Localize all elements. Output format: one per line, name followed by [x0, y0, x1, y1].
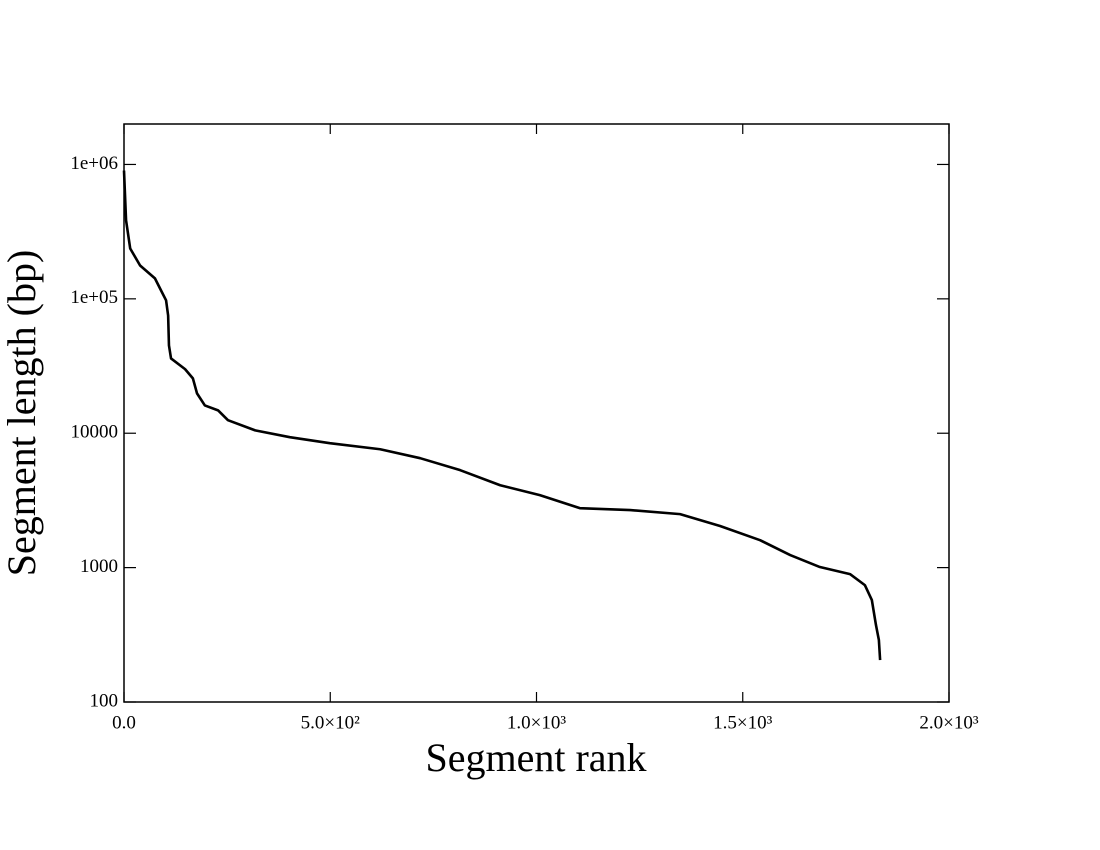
- data-line: [122, 170, 882, 661]
- x-tick-label: 1.5×10³: [713, 712, 772, 733]
- x-tick-label: 1.0×10³: [507, 712, 566, 733]
- y-axis-label: Segment length (bp): [0, 250, 44, 577]
- y-tick-label: 1e+05: [70, 287, 118, 308]
- x-tick-label: 0.0: [112, 712, 136, 733]
- x-tick-label: 5.0×10²: [301, 712, 360, 733]
- x-axis-label: Segment rank: [425, 735, 646, 780]
- y-tick-label: 10000: [71, 422, 119, 443]
- x-tick-label: 2.0×10³: [919, 712, 978, 733]
- y-tick-label: 100: [90, 690, 119, 711]
- y-tick-label: 1e+06: [70, 153, 118, 174]
- y-tick-label: 1000: [80, 556, 118, 577]
